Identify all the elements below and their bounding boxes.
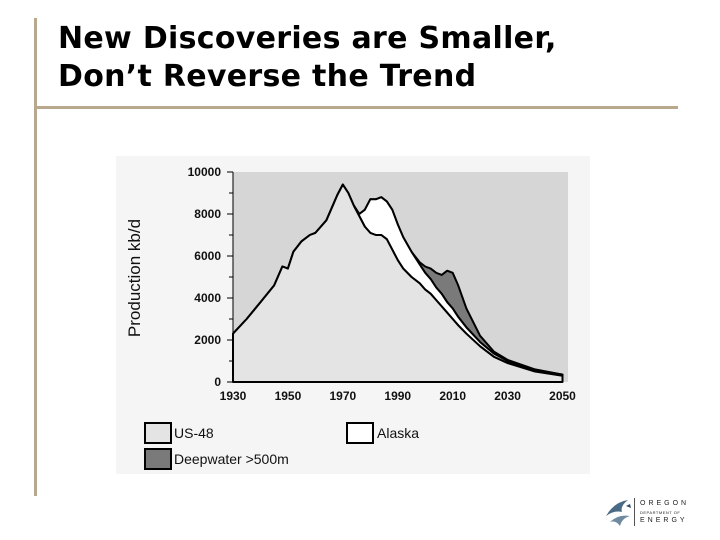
x-tick-label: 2010 bbox=[439, 389, 466, 403]
slide-title-line-2: Don’t Reverse the Trend bbox=[58, 59, 477, 94]
x-tick-label: 2050 bbox=[549, 389, 576, 403]
x-tick-label: 1970 bbox=[329, 389, 356, 403]
y-tick-labels: 0 2000 4000 6000 8000 10000 bbox=[188, 165, 233, 389]
legend-label-us48: US-48 bbox=[174, 425, 214, 441]
logo-divider bbox=[634, 498, 635, 526]
x-tick-label: 1990 bbox=[384, 389, 411, 403]
y-tick-label: 2000 bbox=[194, 333, 221, 347]
y-tick-label: 0 bbox=[214, 375, 221, 389]
legend-swatch-us48 bbox=[144, 422, 172, 444]
horizontal-accent-rule bbox=[34, 106, 678, 109]
y-axis-label: Production kb/d bbox=[125, 219, 144, 337]
legend-swatch-deepwater bbox=[144, 448, 172, 470]
logo-text-oregon: OREGON bbox=[640, 500, 690, 507]
area-layers bbox=[232, 183, 564, 383]
y-tick-label: 8000 bbox=[194, 207, 221, 221]
y-tick-label: 6000 bbox=[194, 249, 221, 263]
legend-label-alaska: Alaska bbox=[377, 425, 419, 441]
legend-label-deepwater: Deepwater >500m bbox=[174, 451, 289, 467]
x-tick-label: 2030 bbox=[494, 389, 521, 403]
logo-text-department: DEPARTMENT OF bbox=[640, 510, 681, 515]
x-tick-label: 1950 bbox=[275, 389, 302, 403]
legend-swatch-alaska bbox=[346, 422, 374, 444]
slide-title: New Discoveries are Smaller, Don’t Rever… bbox=[58, 20, 557, 96]
x-tick-labels: 1930 1950 1970 1990 2010 2030 2050 bbox=[220, 389, 577, 403]
oregon-energy-logo: OREGON DEPARTMENT OF ENERGY bbox=[600, 492, 712, 532]
vertical-accent-rule bbox=[34, 18, 37, 496]
y-tick-label: 10000 bbox=[188, 165, 222, 179]
chart-legend: US-48 Alaska Deepwater >500m bbox=[144, 422, 419, 470]
area-us48 bbox=[232, 183, 564, 383]
x-tick-label: 1930 bbox=[220, 389, 247, 403]
logo-text-energy: ENERGY bbox=[640, 517, 688, 524]
slide-title-line-1: New Discoveries are Smaller, bbox=[58, 21, 557, 56]
logo-emblem-icon bbox=[606, 500, 631, 526]
y-tick-label: 4000 bbox=[194, 291, 221, 305]
